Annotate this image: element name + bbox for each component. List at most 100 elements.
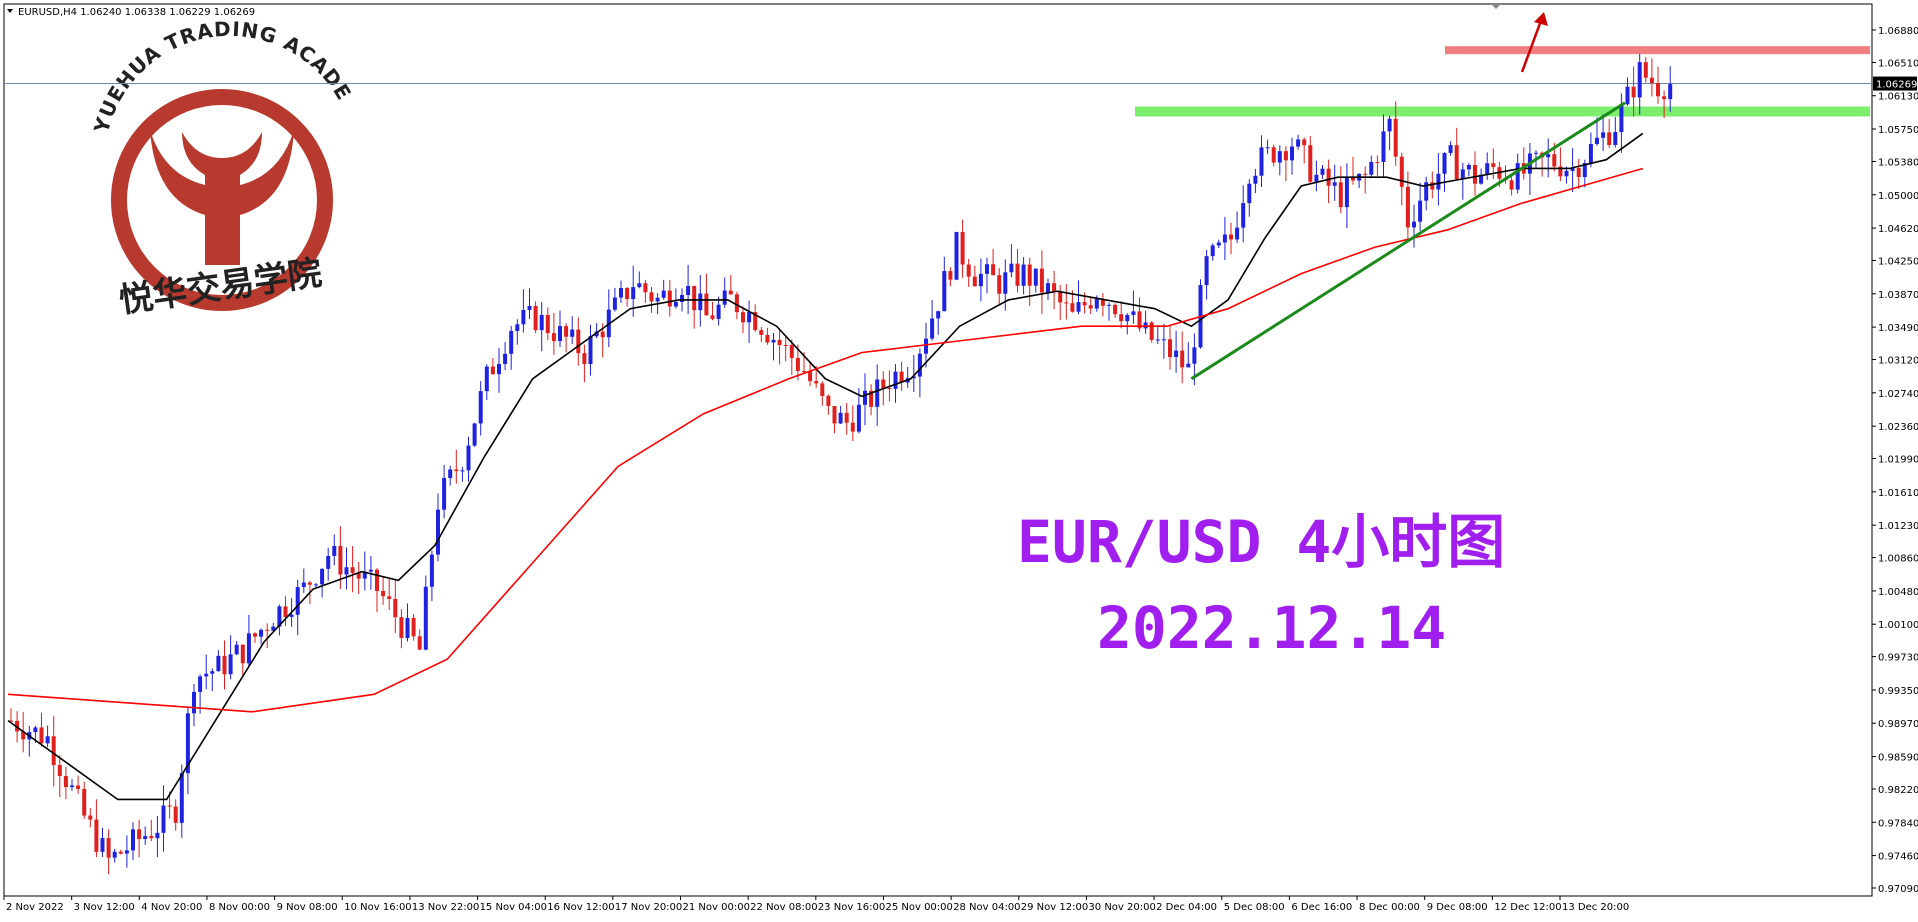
y-tick-label: 1.00100: [1878, 620, 1918, 631]
candle-body: [9, 720, 13, 722]
candle-body: [667, 290, 672, 307]
x-tick-label: 13 Nov 22:00: [412, 902, 479, 913]
candle-body: [1039, 268, 1044, 293]
candle-body: [844, 412, 849, 423]
candle-body: [1296, 139, 1301, 147]
candle-body: [1326, 168, 1331, 186]
candle-body: [704, 293, 709, 316]
candle-body: [1320, 168, 1325, 175]
y-tick-label: 1.01610: [1878, 488, 1918, 499]
candle-body: [936, 311, 941, 319]
candle-body: [539, 314, 544, 331]
candle-body: [673, 302, 678, 307]
y-tick-label: 1.05750: [1878, 125, 1918, 136]
candle-body: [570, 329, 575, 337]
candle-body: [1363, 173, 1368, 175]
candle-body: [564, 326, 569, 337]
candle-body: [1027, 264, 1032, 286]
candle-body: [228, 654, 233, 675]
candle-body: [1613, 132, 1618, 145]
candle-body: [1570, 168, 1575, 171]
candle-body: [521, 309, 526, 325]
candle-body: [942, 271, 947, 312]
candle-body: [753, 312, 758, 331]
candle-body: [1412, 221, 1416, 228]
dropdown-triangle-icon[interactable]: [7, 9, 13, 13]
y-tick-label: 0.99730: [1878, 653, 1918, 664]
candle-body: [405, 617, 410, 638]
overlay-title: EUR/USD 4小时图: [1017, 508, 1505, 576]
candle-body: [576, 329, 581, 354]
x-tick-label: 12 Dec 12:00: [1494, 902, 1561, 913]
candle-body: [1271, 147, 1276, 163]
candle-body: [1052, 283, 1057, 292]
y-tick-label: 1.01990: [1878, 455, 1918, 466]
y-tick-label: 1.05000: [1878, 191, 1918, 202]
candle-body: [771, 339, 776, 343]
candle-body: [1119, 314, 1124, 322]
ma-line-moving-average-slow: [7, 167, 1644, 713]
candle-body: [448, 469, 453, 479]
annotations-front: [1190, 12, 1626, 381]
candle-body: [875, 379, 880, 407]
candle-body: [124, 850, 129, 854]
candle-body: [978, 273, 983, 287]
candle-body: [1607, 132, 1612, 145]
candle-body: [1338, 182, 1343, 208]
candle-body: [747, 312, 752, 323]
x-tick-label: 30 Nov 20:00: [1088, 902, 1155, 913]
candle-body: [1192, 347, 1197, 364]
candle-body: [814, 381, 819, 384]
x-tick-label: 17 Nov 20:00: [615, 902, 682, 913]
candle-body: [1491, 163, 1496, 168]
resistance-zone-top: [1445, 46, 1870, 55]
candle-body: [1515, 163, 1520, 190]
candle-body: [283, 606, 288, 617]
candle-body: [686, 285, 691, 296]
candle-body: [869, 390, 874, 407]
candle-body: [478, 391, 483, 424]
candle-body: [1235, 227, 1240, 240]
candle-body: [76, 785, 81, 789]
candle-body: [1564, 170, 1569, 177]
candle-body: [1332, 182, 1337, 186]
candle-body: [1265, 147, 1270, 149]
scroll-marker-icon[interactable]: [1491, 4, 1501, 9]
candle-body: [1668, 84, 1673, 100]
candle-body: [643, 283, 648, 293]
x-tick-label: 4 Nov 20:00: [141, 902, 202, 913]
y-tick-label: 1.06510: [1878, 58, 1918, 69]
candle-body: [1210, 245, 1215, 257]
candle-body: [1204, 256, 1209, 286]
candle-body: [612, 297, 617, 310]
candle-body: [289, 614, 294, 617]
candle-body: [118, 851, 123, 854]
ma-line-moving-average-fast: [7, 132, 1644, 801]
candle-body: [112, 851, 117, 858]
candle-body: [692, 285, 697, 311]
candle-body: [637, 283, 642, 288]
candle-body: [1186, 363, 1191, 368]
y-tick-label: 0.99350: [1878, 686, 1918, 697]
candle-body: [1290, 146, 1294, 161]
candle-body: [1466, 164, 1471, 170]
candle-body: [1509, 180, 1514, 190]
candle-body: [307, 582, 312, 585]
candle-body: [856, 404, 861, 432]
candle-body: [1283, 151, 1288, 161]
candle-body: [1601, 132, 1606, 138]
candle-body: [198, 676, 203, 692]
candle-body: [1277, 151, 1282, 163]
candle-body: [863, 390, 867, 405]
candle-body: [588, 336, 593, 365]
candle-body: [1094, 299, 1099, 309]
candle-body: [106, 838, 111, 858]
x-tick-label: 2 Nov 2022: [6, 902, 64, 913]
candle-body: [948, 271, 953, 280]
candle-body: [1656, 83, 1660, 97]
candle-body: [1625, 86, 1630, 105]
candle-body: [1259, 147, 1264, 176]
candle-body: [1460, 169, 1465, 179]
candle-body: [490, 366, 495, 375]
